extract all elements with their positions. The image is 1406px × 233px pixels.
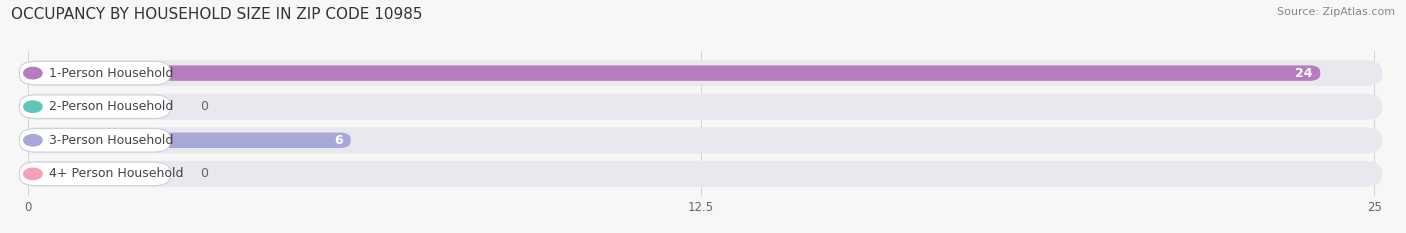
FancyBboxPatch shape <box>20 129 170 152</box>
Text: 2-Person Household: 2-Person Household <box>49 100 173 113</box>
Text: Source: ZipAtlas.com: Source: ZipAtlas.com <box>1277 7 1395 17</box>
FancyBboxPatch shape <box>20 161 1382 187</box>
FancyBboxPatch shape <box>28 166 55 182</box>
Text: 0: 0 <box>200 100 208 113</box>
FancyBboxPatch shape <box>20 127 1382 153</box>
Circle shape <box>24 168 42 180</box>
Circle shape <box>24 101 42 112</box>
Text: 6: 6 <box>335 134 343 147</box>
Text: OCCUPANCY BY HOUSEHOLD SIZE IN ZIP CODE 10985: OCCUPANCY BY HOUSEHOLD SIZE IN ZIP CODE … <box>11 7 423 22</box>
FancyBboxPatch shape <box>28 65 1320 81</box>
Circle shape <box>24 135 42 146</box>
Text: 4+ Person Household: 4+ Person Household <box>49 167 183 180</box>
FancyBboxPatch shape <box>28 99 55 114</box>
FancyBboxPatch shape <box>20 61 170 85</box>
FancyBboxPatch shape <box>28 133 350 148</box>
Text: 0: 0 <box>200 167 208 180</box>
FancyBboxPatch shape <box>20 162 170 186</box>
FancyBboxPatch shape <box>20 95 170 118</box>
FancyBboxPatch shape <box>20 94 1382 120</box>
FancyBboxPatch shape <box>20 60 1382 86</box>
Circle shape <box>24 67 42 79</box>
Text: 1-Person Household: 1-Person Household <box>49 67 173 80</box>
Text: 3-Person Household: 3-Person Household <box>49 134 173 147</box>
Text: 24: 24 <box>1295 67 1312 80</box>
